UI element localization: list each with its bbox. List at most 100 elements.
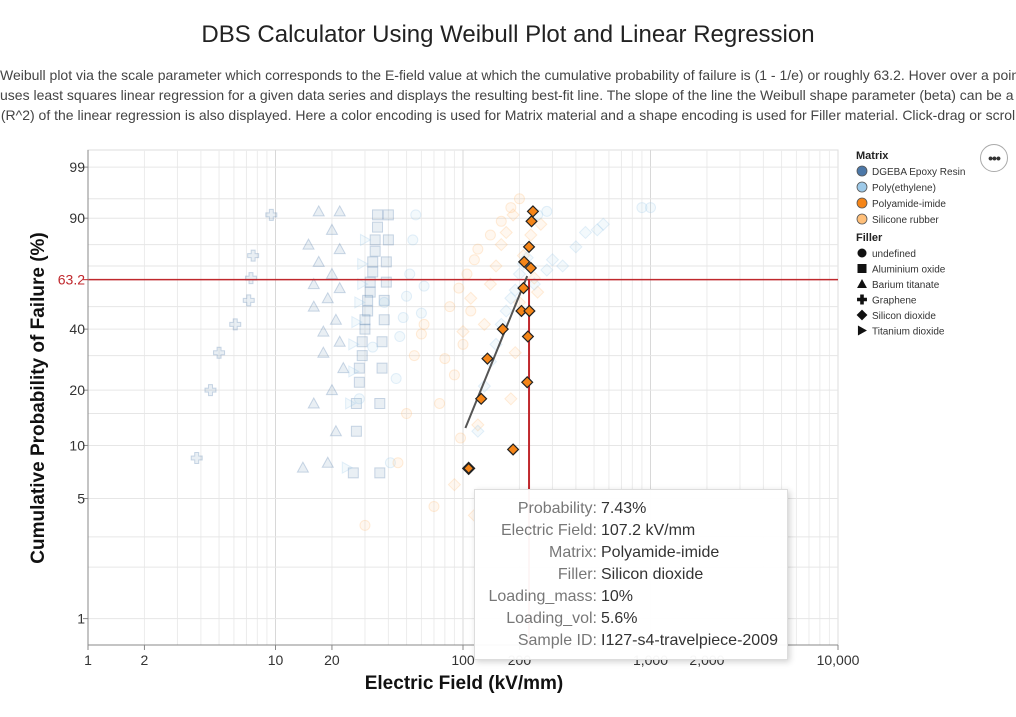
- background-point[interactable]: [364, 286, 376, 298]
- background-point[interactable]: [325, 383, 339, 396]
- legend-item-filler[interactable]: undefined: [872, 249, 916, 260]
- legend-swatch[interactable]: [856, 197, 868, 209]
- background-point[interactable]: [356, 336, 368, 348]
- background-point[interactable]: [455, 432, 467, 444]
- legend-item-filler[interactable]: Aluminium oxide: [872, 265, 946, 276]
- legend-shape[interactable]: [857, 248, 867, 258]
- background-point[interactable]: [374, 467, 386, 479]
- background-point[interactable]: [494, 237, 508, 252]
- background-point[interactable]: [596, 217, 610, 231]
- background-point[interactable]: [307, 396, 321, 409]
- background-point[interactable]: [392, 457, 404, 469]
- background-point[interactable]: [484, 229, 496, 241]
- background-point[interactable]: [489, 259, 503, 273]
- background-point[interactable]: [376, 362, 388, 374]
- background-point[interactable]: [307, 277, 321, 290]
- legend-shape[interactable]: [856, 309, 868, 321]
- background-point[interactable]: [434, 398, 446, 409]
- background-point[interactable]: [244, 272, 257, 285]
- background-point[interactable]: [397, 312, 409, 323]
- highlighted-point[interactable]: [526, 205, 540, 218]
- background-point[interactable]: [367, 266, 379, 278]
- background-point[interactable]: [457, 338, 469, 350]
- highlighted-point[interactable]: [524, 261, 538, 275]
- legend[interactable]: Matrix DGEBA Epoxy Resin Poly(ethylene) Pol…: [856, 150, 965, 338]
- highlighted-point[interactable]: [496, 322, 510, 336]
- background-point[interactable]: [317, 325, 330, 337]
- background-point[interactable]: [401, 408, 413, 419]
- background-point[interactable]: [265, 208, 278, 221]
- background-point[interactable]: [384, 457, 396, 469]
- legend-swatch[interactable]: [856, 181, 868, 193]
- background-point[interactable]: [527, 271, 541, 285]
- background-point[interactable]: [505, 202, 517, 214]
- background-point[interactable]: [499, 304, 513, 318]
- background-point[interactable]: [367, 341, 379, 353]
- background-point[interactable]: [471, 418, 485, 432]
- background-point[interactable]: [524, 228, 538, 242]
- highlighted-point[interactable]: [520, 375, 534, 389]
- legend-swatch[interactable]: [856, 165, 868, 177]
- background-point[interactable]: [348, 338, 360, 351]
- highlighted-point[interactable]: [517, 281, 530, 295]
- highlighted-point[interactable]: [525, 215, 538, 228]
- background-point[interactable]: [404, 268, 416, 280]
- background-point[interactable]: [415, 328, 427, 340]
- background-point[interactable]: [461, 268, 473, 280]
- background-point[interactable]: [495, 215, 507, 227]
- legend-item-filler[interactable]: Graphene: [872, 296, 917, 307]
- background-point[interactable]: [401, 290, 413, 302]
- background-point[interactable]: [382, 234, 394, 246]
- background-point[interactable]: [190, 452, 203, 465]
- legend-item-filler[interactable]: Silicon dioxide: [872, 311, 936, 322]
- background-point[interactable]: [351, 315, 363, 329]
- background-point[interactable]: [394, 331, 406, 342]
- background-point[interactable]: [213, 346, 226, 359]
- background-point[interactable]: [439, 353, 451, 365]
- background-point[interactable]: [465, 305, 477, 317]
- background-point[interactable]: [359, 314, 371, 326]
- background-point[interactable]: [312, 255, 326, 267]
- background-point[interactable]: [345, 397, 357, 410]
- background-point[interactable]: [468, 254, 480, 266]
- background-point[interactable]: [376, 336, 388, 348]
- background-point[interactable]: [347, 467, 359, 479]
- background-point[interactable]: [415, 307, 427, 319]
- legend-item-matrix[interactable]: Silicone rubber: [872, 215, 939, 226]
- legend-swatch[interactable]: [856, 213, 868, 225]
- background-point[interactable]: [378, 294, 390, 306]
- background-point[interactable]: [477, 379, 492, 393]
- background-point[interactable]: [504, 291, 518, 305]
- background-point[interactable]: [357, 277, 369, 291]
- background-point[interactable]: [390, 373, 402, 384]
- background-point[interactable]: [353, 393, 365, 405]
- background-point[interactable]: [372, 221, 384, 233]
- legend-shape[interactable]: [857, 325, 867, 336]
- background-point[interactable]: [418, 318, 430, 330]
- background-point[interactable]: [569, 240, 583, 254]
- background-point[interactable]: [578, 225, 593, 240]
- background-point[interactable]: [483, 277, 498, 291]
- background-point[interactable]: [369, 245, 381, 257]
- background-point[interactable]: [499, 225, 513, 240]
- background-point[interactable]: [407, 234, 419, 246]
- background-point[interactable]: [359, 233, 372, 247]
- background-point[interactable]: [348, 365, 360, 378]
- background-point[interactable]: [374, 397, 386, 409]
- background-point[interactable]: [464, 291, 478, 305]
- background-point[interactable]: [382, 209, 394, 221]
- background-point[interactable]: [329, 424, 343, 437]
- background-point[interactable]: [527, 277, 541, 291]
- background-point[interactable]: [530, 285, 545, 299]
- background-point[interactable]: [369, 234, 381, 246]
- background-point[interactable]: [636, 202, 648, 214]
- background-point[interactable]: [645, 202, 657, 214]
- actions-menu-button[interactable]: •••: [980, 144, 1008, 172]
- background-point[interactable]: [353, 362, 365, 374]
- background-point[interactable]: [590, 223, 604, 237]
- background-point[interactable]: [312, 204, 326, 217]
- background-point[interactable]: [321, 291, 335, 304]
- background-point[interactable]: [356, 350, 368, 362]
- legend-item-matrix[interactable]: Polyamide-imide: [872, 199, 946, 210]
- legend-item-matrix[interactable]: DGEBA Epoxy Resin: [872, 167, 965, 178]
